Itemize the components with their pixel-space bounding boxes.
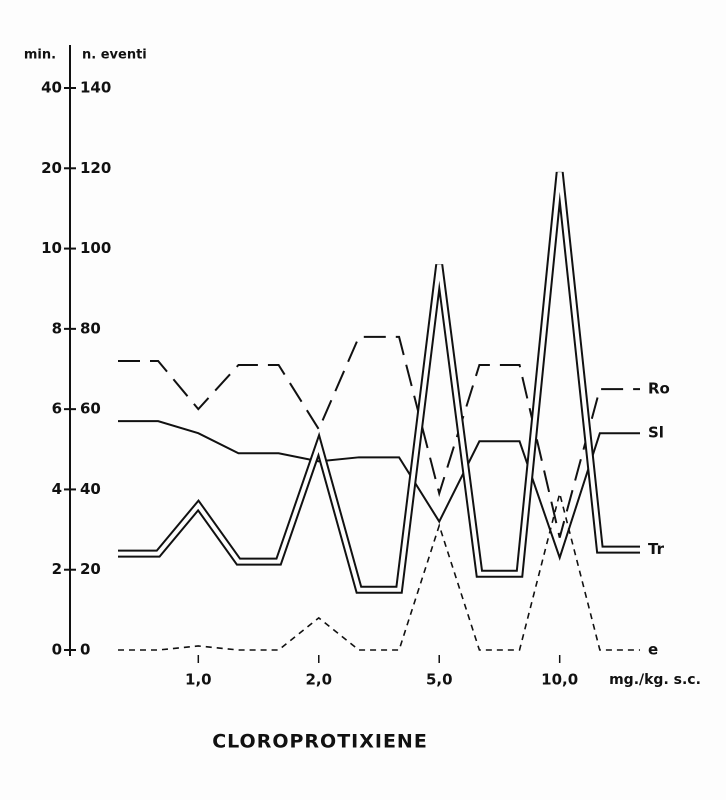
y-tick-label: 120: [80, 159, 111, 177]
series-label: Sl: [648, 424, 664, 442]
y2-tick-label: 0: [52, 641, 62, 659]
y2-tick-label: 20: [41, 159, 62, 177]
x-axis-label: mg./kg. s.c.: [609, 672, 701, 688]
series-line: [118, 493, 640, 651]
y2-tick-label: 2: [52, 560, 62, 578]
series-line: [118, 420, 640, 561]
chart-title: CLOROPROTIXIENE: [212, 731, 428, 753]
series-label: Ro: [648, 380, 670, 398]
y2-tick-label: 6: [52, 400, 62, 418]
x-tick-label: 10,0: [541, 671, 578, 689]
y2-tick-label: 40: [41, 79, 62, 97]
series-label: e: [648, 641, 658, 659]
y-tick-label: 80: [80, 319, 101, 337]
y-tick-label: 100: [80, 239, 111, 257]
y2-tick-label: 8: [52, 319, 62, 337]
series-label: Tr: [648, 540, 665, 558]
series-line: [118, 335, 640, 538]
y-tick-label: 140: [80, 79, 111, 97]
y2-axis-label: min.: [24, 48, 56, 63]
y-axis-label: n. eventi: [82, 48, 147, 63]
y2-tick-label: 10: [41, 239, 62, 257]
x-tick-label: 5,0: [426, 671, 453, 689]
series-line-inner: [118, 172, 640, 592]
y-tick-label: 60: [80, 400, 101, 418]
y-tick-label: 40: [80, 480, 101, 498]
y2-tick-label: 4: [52, 480, 62, 498]
y-tick-label: 20: [80, 560, 101, 578]
y-tick-label: 0: [80, 641, 90, 659]
x-tick-label: 2,0: [305, 671, 332, 689]
x-tick-label: 1,0: [185, 671, 212, 689]
